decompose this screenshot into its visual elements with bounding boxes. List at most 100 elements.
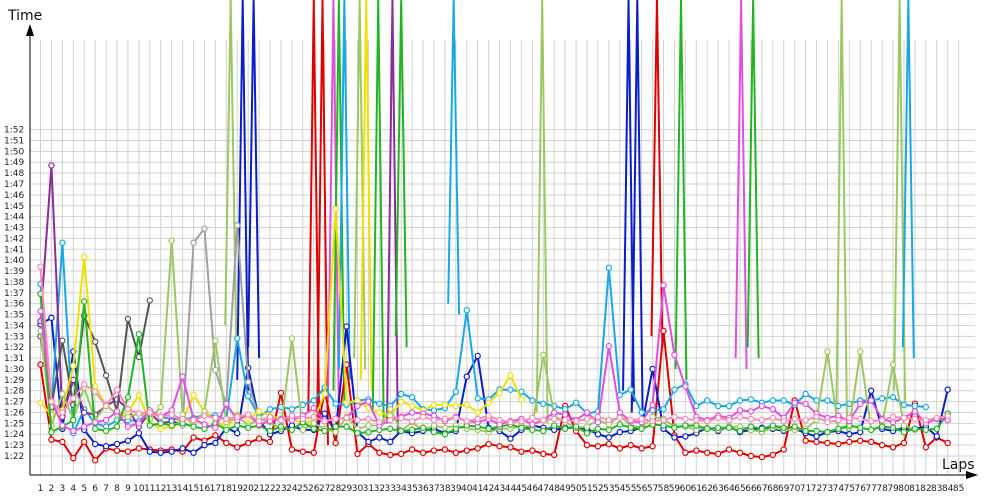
data-point	[660, 327, 667, 335]
data-point	[288, 426, 296, 434]
data-point	[223, 439, 230, 447]
data-point	[266, 406, 274, 413]
data-point	[397, 390, 405, 398]
data-point	[594, 425, 602, 432]
y-tick-label: 1:50	[4, 147, 24, 157]
data-point	[671, 434, 678, 441]
data-point	[168, 411, 175, 418]
data-point	[911, 408, 919, 415]
x-tick-label: 78	[876, 484, 888, 494]
x-tick-label: 21	[253, 484, 264, 494]
data-point	[387, 438, 394, 446]
data-point	[889, 413, 897, 421]
data-point	[933, 433, 940, 440]
x-tick-label: 54	[614, 484, 626, 494]
data-point	[452, 402, 460, 410]
data-point	[419, 449, 427, 456]
data-point	[70, 376, 77, 384]
data-point	[824, 428, 831, 436]
pit-spike-line	[447, 0, 461, 315]
y-tick-label: 1:42	[4, 234, 24, 244]
data-point	[135, 330, 143, 338]
x-tick-label: 58	[658, 484, 670, 494]
data-point	[48, 428, 55, 436]
data-point	[496, 416, 503, 424]
data-point	[529, 421, 536, 428]
data-point	[791, 423, 798, 430]
data-point	[780, 417, 787, 425]
data-point	[583, 409, 591, 416]
data-point	[540, 400, 547, 407]
data-point	[441, 401, 449, 409]
data-point	[725, 446, 733, 453]
data-point	[255, 417, 263, 425]
x-tick-label: 18	[221, 484, 233, 494]
data-point	[857, 415, 864, 423]
data-point	[660, 406, 667, 413]
data-point	[594, 413, 602, 421]
y-axis-arrow	[26, 24, 34, 36]
data-point	[244, 411, 252, 418]
data-point	[376, 419, 383, 426]
x-tick-label: 14	[177, 484, 189, 494]
data-point	[234, 335, 241, 342]
data-point	[485, 412, 492, 419]
y-tick-label: 1:38	[4, 278, 24, 288]
data-point	[704, 397, 711, 404]
data-point	[725, 402, 733, 410]
data-point	[124, 437, 132, 444]
data-point	[900, 428, 908, 436]
data-point	[146, 448, 153, 455]
y-tick-label: 1:45	[4, 202, 24, 212]
x-tick-label: 77	[865, 484, 876, 494]
data-point	[540, 450, 547, 458]
x-tick-label: 20	[242, 484, 254, 494]
x-tick-label: 31	[363, 484, 374, 494]
data-point	[824, 419, 831, 426]
data-point	[518, 424, 525, 431]
data-point	[179, 415, 186, 423]
data-point	[310, 404, 317, 412]
x-tick-label: 41	[472, 484, 483, 494]
x-tick-label: 13	[166, 484, 177, 494]
data-point	[802, 416, 809, 424]
x-tick-label: 17	[210, 484, 221, 494]
x-tick-label: 8	[114, 484, 120, 494]
pit-spike-line	[337, 0, 351, 380]
series-layer	[37, 0, 951, 464]
data-point	[878, 441, 886, 449]
pit-spike-line	[901, 0, 915, 359]
data-point	[102, 427, 110, 435]
data-point	[452, 414, 460, 422]
data-point	[682, 449, 689, 456]
data-point	[889, 361, 897, 368]
data-point	[714, 402, 722, 410]
data-point	[288, 335, 296, 342]
data-point	[201, 421, 208, 428]
data-point	[867, 417, 875, 425]
x-tick-label: 12	[155, 484, 166, 494]
data-point	[212, 414, 219, 422]
data-point	[583, 441, 591, 449]
pit-spike-line	[316, 0, 329, 446]
x-tick-label: 43	[494, 484, 505, 494]
pit-spike-line	[394, 0, 408, 348]
pit-spike-line	[359, 0, 373, 391]
data-point	[594, 443, 602, 450]
series-group	[37, 263, 951, 426]
data-point	[441, 415, 449, 423]
data-point	[376, 400, 383, 407]
data-point	[113, 386, 121, 393]
y-tick-label: 1:44	[4, 213, 24, 223]
data-point	[354, 450, 361, 458]
data-point	[124, 413, 132, 421]
y-tick-label: 1:41	[4, 245, 24, 255]
data-point	[146, 297, 153, 304]
x-tick-label: 71	[800, 484, 811, 494]
series-line	[39, 316, 949, 454]
data-point	[857, 424, 864, 431]
data-point	[704, 425, 711, 432]
data-point	[91, 338, 99, 345]
pit-spike-line	[371, 0, 385, 424]
data-point	[310, 425, 317, 432]
